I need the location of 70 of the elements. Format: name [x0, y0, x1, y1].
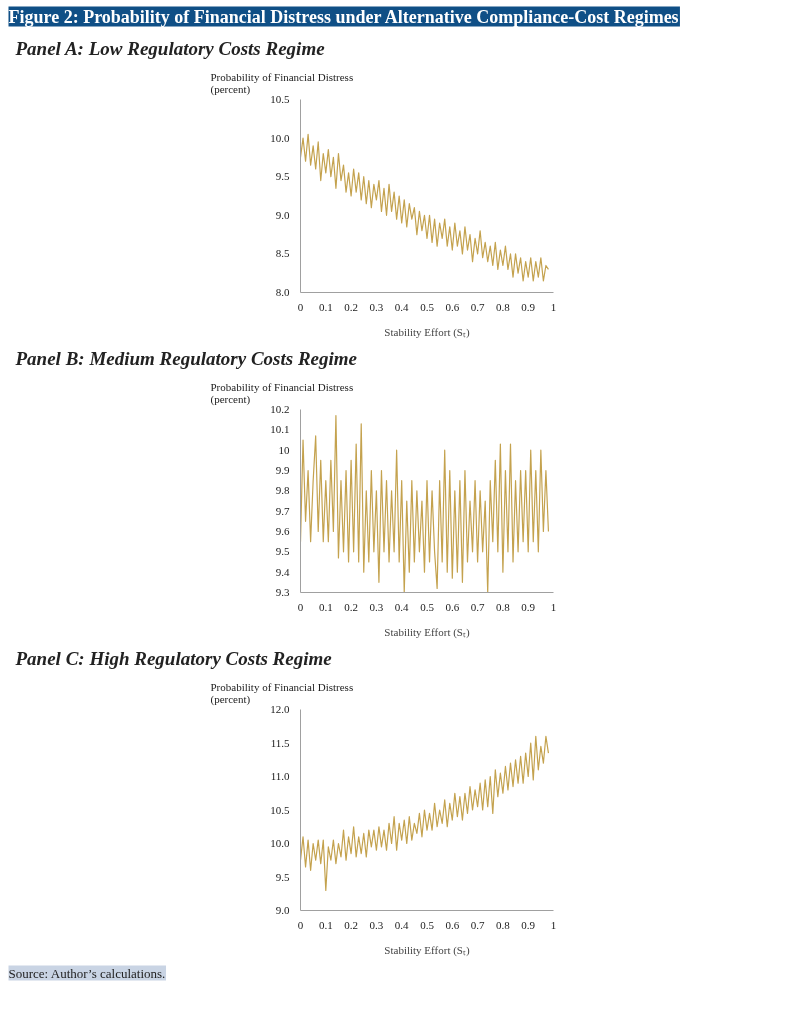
x-tick-label: 0.6 — [445, 918, 460, 931]
x-tick-label: 0.8 — [496, 918, 511, 931]
x-tick-label: 0.4 — [394, 600, 410, 613]
x-tick-label: 0.8 — [496, 600, 511, 613]
y-tick-label: 9.0 — [275, 208, 290, 221]
x-tick-label: 0.9 — [521, 918, 536, 931]
x-tick-label: 0.4 — [394, 300, 410, 313]
source-note: Source: Author’s calculations. — [8, 965, 166, 981]
y-tick-label: 9.8 — [275, 484, 290, 497]
y-tick-label: 10.0 — [270, 131, 290, 144]
x-tick-label: 1 — [550, 600, 557, 613]
x-axis-title: Stability Effort (Sₜ) — [384, 943, 470, 957]
x-tick-label: 0.6 — [445, 600, 460, 613]
y-axis-title: Probability of Financial Distress (percent) — [210, 380, 354, 406]
chart-title: Panel C: High Regulatory Costs Regime — [14, 647, 333, 669]
y-tick-label: 12.0 — [270, 703, 290, 715]
x-tick-label: 0.5 — [420, 918, 435, 931]
y-tick-label: 9.6 — [275, 525, 290, 537]
y-tick-label: 10.1 — [270, 423, 290, 436]
line-series — [300, 735, 550, 891]
y-tick-label: 9.9 — [275, 464, 290, 476]
x-axis-title: Stability Effort (Sₜ) — [384, 325, 470, 339]
x-tick-label: 0.7 — [470, 918, 485, 931]
y-tick-label: 9.5 — [275, 545, 290, 558]
y-axis-title: Probability of Financial Distress (percent) — [210, 70, 354, 96]
x-tick-label: 0.9 — [521, 300, 536, 313]
x-tick-label: 0.5 — [420, 600, 435, 613]
x-tick-label: 0.1 — [318, 300, 333, 313]
x-tick-label: 0 — [297, 300, 304, 313]
x-tick-label: 0.3 — [369, 300, 384, 313]
y-tick-label: 8.0 — [275, 286, 290, 298]
y-tick-label: 10.5 — [270, 93, 290, 105]
x-tick-label: 1 — [550, 918, 557, 931]
x-tick-label: 0.1 — [318, 918, 333, 931]
x-tick-label: 0.3 — [369, 600, 384, 613]
y-tick-label: 10.0 — [270, 837, 290, 849]
y-tick-label: 9.4 — [275, 565, 290, 578]
x-tick-label: 0.3 — [369, 918, 384, 931]
x-tick-label: 0 — [297, 918, 304, 931]
y-tick-label: 9.5 — [275, 870, 290, 883]
x-tick-label: 0.6 — [445, 300, 460, 313]
line-series — [300, 133, 550, 282]
y-axis-title: Probability of Financial Distress (percent) — [210, 680, 354, 706]
y-tick-label: 10 — [278, 443, 290, 456]
y-tick-label: 10.2 — [270, 403, 290, 415]
x-tick-label: 0.2 — [344, 600, 358, 613]
chart-subtitle: Panel A: Low Regulatory Costs Regime — [14, 37, 326, 59]
chart-title: Figure 2: Probability of Financial Distress under Alternative Compliance-Cost Regimes — [8, 6, 679, 27]
x-axis-title: Stability Effort (Sₜ) — [384, 625, 470, 639]
y-tick-label: 9.0 — [275, 904, 290, 916]
x-tick-label: 0.7 — [470, 300, 485, 313]
x-tick-label: 0 — [297, 600, 304, 613]
y-tick-label: 9.7 — [275, 504, 290, 517]
y-tick-label: 11.5 — [270, 736, 290, 749]
y-tick-label: 10.5 — [270, 803, 290, 816]
x-tick-label: 0.7 — [470, 600, 485, 613]
x-tick-label: 0.2 — [344, 300, 358, 313]
x-tick-label: 0.8 — [496, 300, 511, 313]
y-tick-label: 9.3 — [275, 586, 290, 598]
chart-title: Panel B: Medium Regulatory Costs Regime — [14, 347, 358, 369]
x-tick-label: 0.5 — [420, 300, 435, 313]
y-tick-label: 9.5 — [275, 170, 290, 183]
line-series — [300, 415, 550, 593]
x-tick-label: 0.2 — [344, 918, 358, 931]
x-tick-label: 0.9 — [521, 600, 536, 613]
x-tick-label: 1 — [550, 300, 557, 313]
y-tick-label: 8.5 — [275, 247, 290, 260]
x-tick-label: 0.4 — [394, 918, 410, 931]
y-tick-label: 11.0 — [270, 770, 290, 782]
x-tick-label: 0.1 — [318, 600, 333, 613]
